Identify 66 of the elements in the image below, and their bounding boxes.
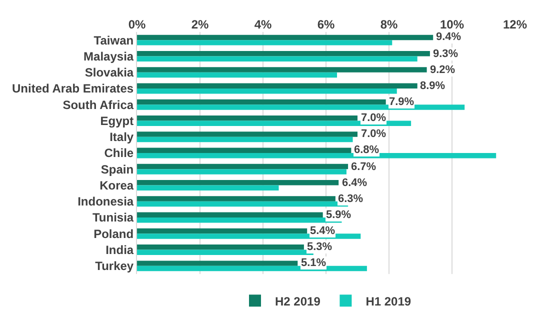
bar <box>137 153 496 158</box>
data-label: 8.9% <box>420 80 446 92</box>
data-label: 9.4% <box>436 31 462 43</box>
x-tick-label: 8% <box>380 18 398 32</box>
bar <box>137 136 353 142</box>
bar <box>137 99 386 105</box>
y-tick-label: Turkey <box>95 259 134 274</box>
data-label: 7.9% <box>389 96 414 108</box>
y-tick-label: United Arab Emirates <box>12 82 134 96</box>
bar <box>137 132 358 137</box>
x-tick-label: 0% <box>128 18 146 32</box>
data-label: 5.3% <box>307 241 332 253</box>
data-label: 9.3% <box>433 48 458 60</box>
y-tick-label: Chile <box>104 146 134 160</box>
data-label: 7.0% <box>361 112 386 124</box>
y-tick-label: Poland <box>94 226 134 241</box>
y-tick-label: Malaysia <box>84 49 134 64</box>
bar <box>137 201 348 207</box>
bar <box>137 228 308 234</box>
data-label: 6.8% <box>354 144 380 156</box>
y-tick-label: Italy <box>110 130 134 144</box>
x-tick-label: 12% <box>502 18 528 32</box>
x-tick-label: 6% <box>317 18 335 32</box>
bar <box>137 120 412 126</box>
bar <box>137 88 397 94</box>
legend-label: H1 2019 <box>366 294 412 308</box>
bar <box>137 115 358 121</box>
y-tick-label: Tunisia <box>92 210 134 225</box>
bar <box>137 260 298 266</box>
y-tick-label: India <box>106 243 134 257</box>
data-label: 9.2% <box>430 64 456 76</box>
data-label: 6.4% <box>342 177 368 189</box>
bar <box>137 83 418 88</box>
y-tick-label: Egypt <box>100 114 134 128</box>
bar <box>137 67 427 72</box>
bar <box>137 50 430 56</box>
y-tick-label: Taiwan <box>94 33 134 48</box>
y-tick-label: Korea <box>100 178 134 192</box>
data-label: 5.4% <box>310 225 336 237</box>
data-label: 5.1% <box>301 257 326 269</box>
bar <box>137 56 418 62</box>
x-tick-label: 10% <box>440 18 464 32</box>
x-tick-label: 4% <box>254 18 272 32</box>
data-label: 6.7% <box>351 161 376 173</box>
y-tick-label: Spain <box>100 162 134 176</box>
data-label: 7.0% <box>361 128 386 140</box>
bar <box>137 196 336 202</box>
data-label: 6.3% <box>338 193 364 205</box>
y-tick-label: Slovakia <box>84 66 134 80</box>
bar <box>137 212 323 218</box>
bar <box>137 164 348 170</box>
bar <box>137 72 338 78</box>
y-tick-label: South Africa <box>62 98 134 112</box>
data-label: 5.9% <box>326 209 352 221</box>
y-tick-label: Indonesia <box>78 194 134 209</box>
bar <box>137 185 279 191</box>
bar <box>137 180 339 186</box>
bar <box>137 244 304 250</box>
bar <box>137 234 361 239</box>
bar <box>137 34 434 40</box>
bar <box>137 104 465 110</box>
bar <box>137 40 392 46</box>
bar <box>137 169 346 174</box>
bar <box>137 148 352 153</box>
x-tick-label: 2% <box>191 18 209 32</box>
legend-label: H2 2019 <box>275 294 321 308</box>
